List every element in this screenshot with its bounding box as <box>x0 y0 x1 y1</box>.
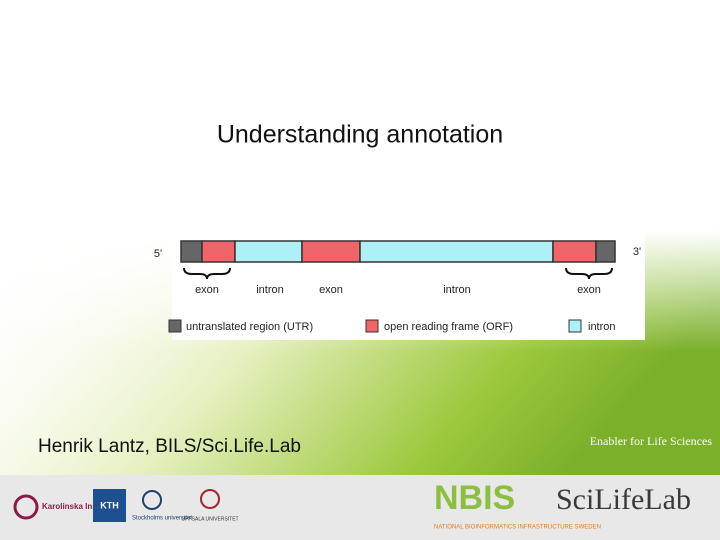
five-prime: 5' <box>154 248 162 260</box>
stockholm-logo: Stockholms universitet <box>132 516 192 522</box>
three-prime: 3' <box>633 246 641 258</box>
title: Understanding annotation <box>217 121 503 149</box>
legend-label: open reading frame (ORF) <box>384 321 513 333</box>
kth-logo: KTH <box>100 500 119 510</box>
legend-swatch <box>168 319 182 333</box>
uppsala-icon <box>200 489 220 509</box>
region-label: exon <box>195 284 219 296</box>
uppsala-logo: UPPSALA UNIVERSITET <box>181 516 238 522</box>
brace <box>183 267 231 280</box>
region-label: intron <box>443 284 471 296</box>
kth-box <box>93 489 126 522</box>
region-label: exon <box>319 284 343 296</box>
region-label: exon <box>577 284 601 296</box>
scilifelab-logo: SciLifeLab <box>556 483 691 516</box>
tagline: Enabler for Life Sciences <box>590 434 713 448</box>
legend-label: untranslated region (UTR) <box>186 321 313 333</box>
karolinska-icon <box>13 494 39 520</box>
gene-structure <box>180 240 616 263</box>
region-label: intron <box>256 284 284 296</box>
nbis-subtitle: NATIONAL BIOINFORMATICS INFRASTRUCTURE S… <box>434 525 601 531</box>
legend-swatch <box>365 319 379 333</box>
nbis-logo: NBIS <box>434 479 515 517</box>
legend-label: intron <box>588 321 616 333</box>
legend-swatch <box>568 319 582 333</box>
author: Henrik Lantz, BILS/Sci.Life.Lab <box>38 436 301 457</box>
karolinska-logo: Karolinska Institutet <box>42 502 119 511</box>
stockholm-icon <box>142 490 162 510</box>
brace <box>565 267 613 280</box>
